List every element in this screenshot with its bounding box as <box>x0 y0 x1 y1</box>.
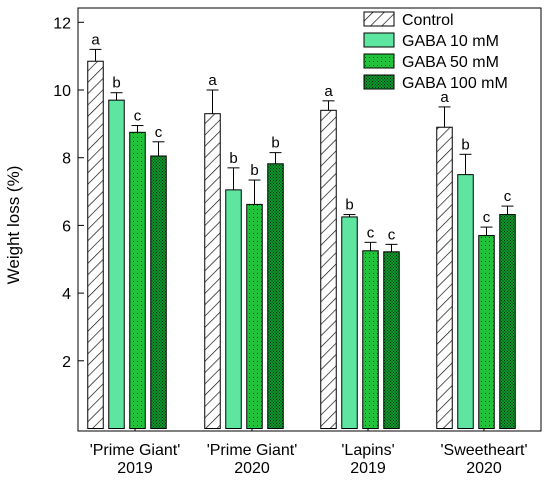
significance-letter: a <box>91 31 100 48</box>
significance-letter: b <box>271 135 279 152</box>
x-tick-label: 2019 <box>350 460 386 477</box>
legend-label: Control <box>402 12 454 29</box>
x-tick-label: 2019 <box>117 460 153 477</box>
significance-letter: a <box>324 83 333 100</box>
bar <box>130 132 146 428</box>
y-tick-label: 8 <box>62 151 71 168</box>
legend-label: GABA 50 mM <box>402 54 499 71</box>
legend-label: GABA 100 mM <box>402 75 508 92</box>
legend-swatch <box>364 33 394 47</box>
bar <box>247 204 263 428</box>
bar <box>458 175 474 429</box>
bar <box>437 127 453 428</box>
x-tick-label: 'Prime Giant' <box>90 442 181 459</box>
bar <box>226 190 242 429</box>
significance-letter: a <box>208 72 217 89</box>
significance-letter: b <box>461 136 469 153</box>
bar <box>268 164 284 429</box>
bar <box>88 61 104 428</box>
legend-label: GABA 10 mM <box>402 33 499 50</box>
significance-letter: c <box>388 226 396 243</box>
significance-letter: c <box>504 188 512 205</box>
significance-letter: b <box>229 150 237 167</box>
x-tick-label: 'Lapins' <box>341 442 394 459</box>
bar <box>479 236 495 429</box>
legend-swatch <box>364 75 394 89</box>
legend-swatch <box>364 12 394 26</box>
significance-letter: c <box>134 108 142 125</box>
significance-letter: b <box>112 75 120 92</box>
y-tick-label: 12 <box>53 15 71 32</box>
x-tick-label: 2020 <box>234 460 270 477</box>
legend-swatch <box>364 54 394 68</box>
legend: Control GABA 10 mM GABA 50 mM GABA 100 mM <box>364 12 508 92</box>
significance-letter: c <box>155 124 163 141</box>
bar <box>151 156 167 428</box>
bar <box>384 252 400 429</box>
bar <box>342 217 358 429</box>
significance-letter: b <box>345 197 353 214</box>
significance-letter: b <box>250 162 258 179</box>
x-tick-label: 'Sweetheart' <box>440 442 527 459</box>
y-tick-label: 6 <box>62 218 71 235</box>
y-tick-label: 2 <box>62 354 71 371</box>
bar <box>205 114 221 429</box>
bar <box>321 110 337 428</box>
bar <box>363 251 379 429</box>
significance-letter: c <box>367 224 375 241</box>
y-tick-label: 10 <box>53 83 71 100</box>
x-tick-label: 'Prime Giant' <box>207 442 298 459</box>
y-tick-label: 4 <box>62 286 71 303</box>
y-axis-label: Weight loss (%) <box>4 166 23 285</box>
bar <box>500 215 516 429</box>
bar <box>109 100 125 428</box>
significance-letter: c <box>483 209 491 226</box>
x-tick-label: 2020 <box>466 460 502 477</box>
